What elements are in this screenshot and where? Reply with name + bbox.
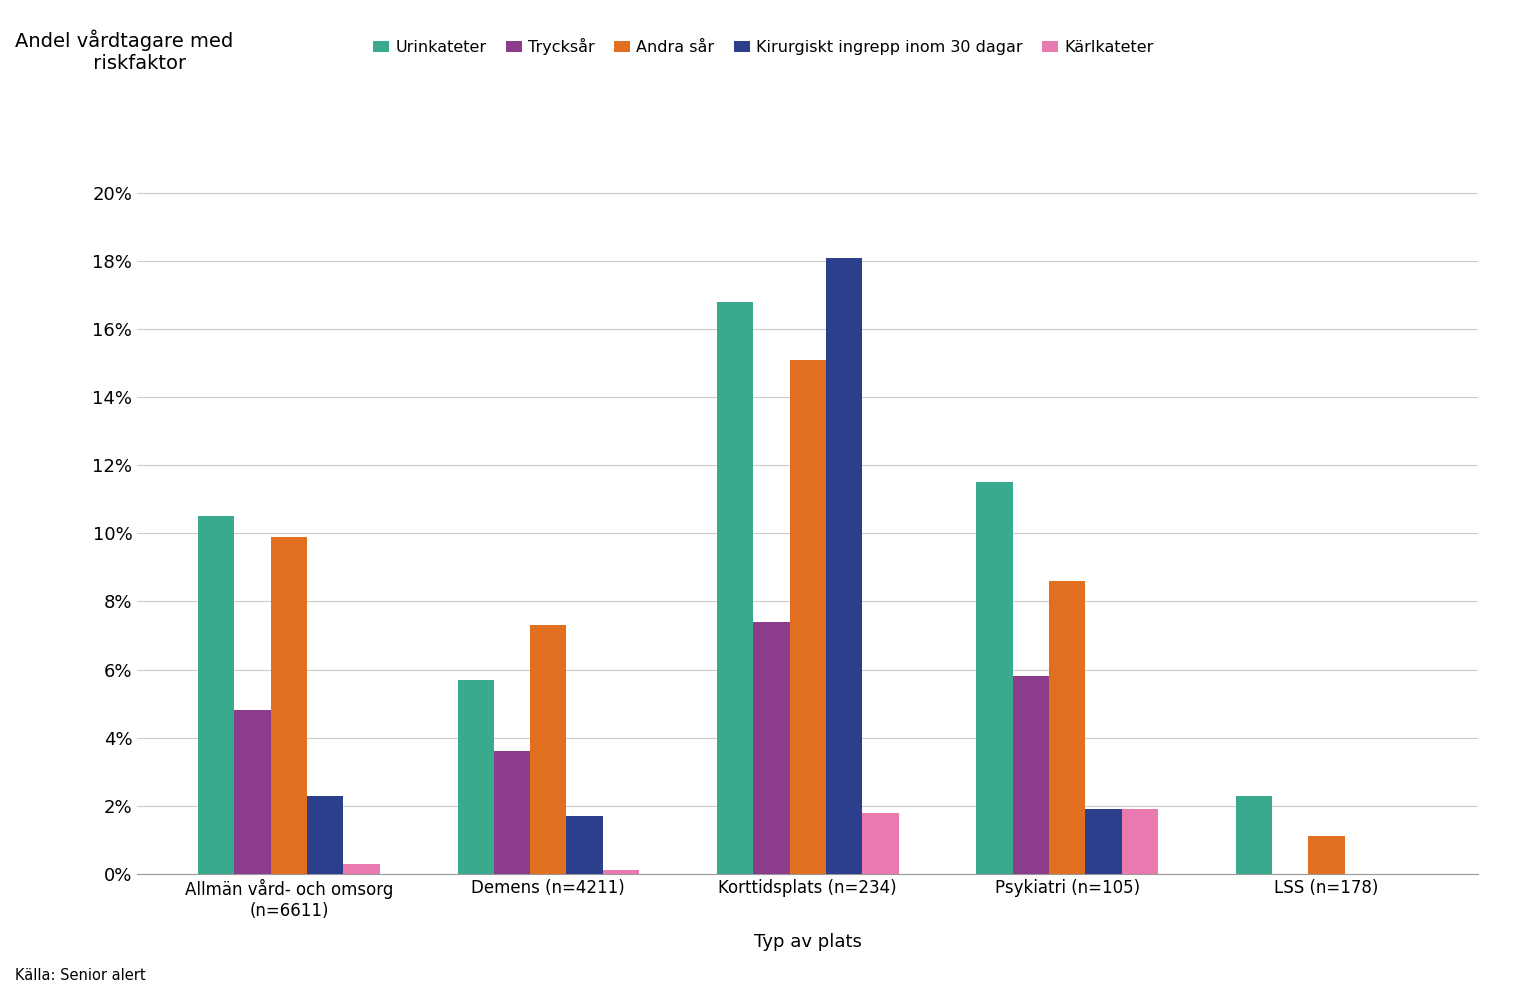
Bar (1085, 809, 1122, 874)
Bar (1049, 581, 1085, 874)
Bar (753, 622, 789, 874)
Bar (826, 257, 863, 874)
Bar (343, 864, 379, 874)
Bar (1236, 795, 1273, 874)
Bar (1012, 676, 1049, 874)
X-axis label: Typ av plats: Typ av plats (754, 933, 861, 951)
Bar (863, 812, 899, 874)
Bar (198, 516, 235, 874)
Text: Andel vårdtagare med
     riskfaktor: Andel vårdtagare med riskfaktor (15, 30, 233, 73)
Bar (530, 626, 567, 874)
Text: Källa: Senior alert: Källa: Senior alert (15, 968, 146, 983)
Bar (604, 871, 639, 874)
Bar (457, 680, 494, 874)
Bar (271, 537, 306, 874)
Legend: Urinkateter, Trycksår, Andra sår, Kirurgiskt ingrepp inom 30 dagar, Kärlkateter: Urinkateter, Trycksår, Andra sår, Kirurg… (373, 38, 1154, 56)
Bar (977, 483, 1012, 874)
Bar (494, 752, 530, 874)
Bar (1309, 836, 1344, 874)
Bar (1122, 809, 1158, 874)
Bar (789, 359, 826, 874)
Bar (306, 795, 343, 874)
Bar (567, 816, 604, 874)
Bar (716, 302, 753, 874)
Bar (235, 710, 271, 874)
